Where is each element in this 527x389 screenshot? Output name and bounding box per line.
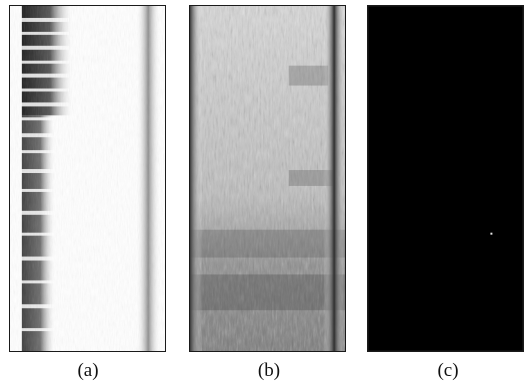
caption-c: (c) bbox=[437, 360, 459, 381]
panel-b-image bbox=[189, 5, 346, 352]
panel-b-texture bbox=[190, 6, 345, 351]
panel-a-texture bbox=[10, 6, 165, 351]
panel-a-image bbox=[9, 5, 166, 352]
caption-a: (a) bbox=[77, 360, 99, 381]
panel-c-speckle bbox=[490, 232, 493, 235]
panel-c-texture bbox=[368, 6, 523, 351]
caption-b: (b) bbox=[257, 360, 281, 381]
panel-c-image bbox=[367, 5, 524, 352]
